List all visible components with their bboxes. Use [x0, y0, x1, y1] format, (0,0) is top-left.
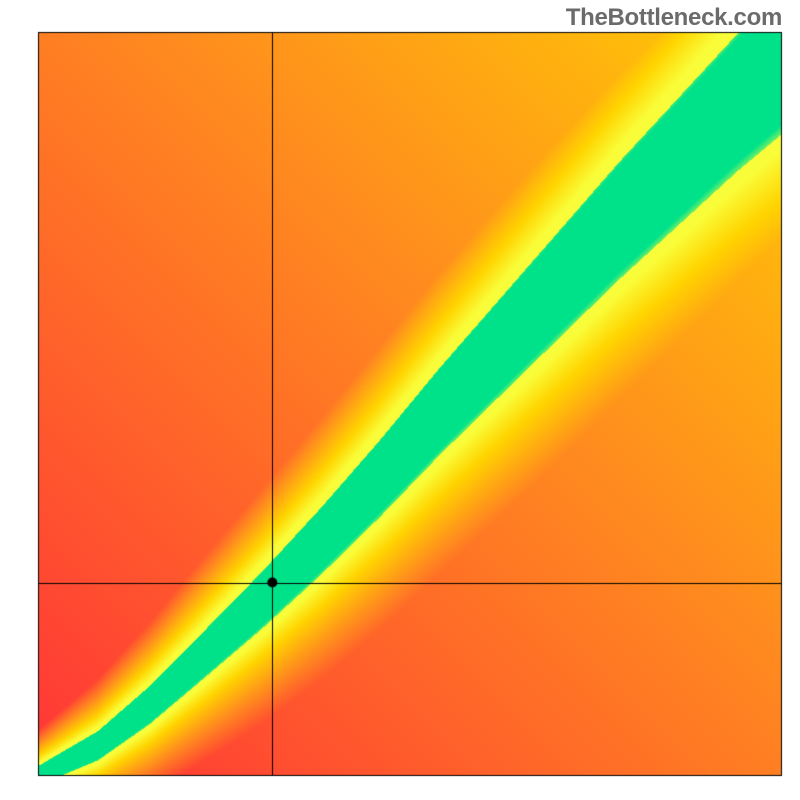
bottleneck-heatmap: [0, 0, 800, 800]
watermark-text: TheBottleneck.com: [566, 4, 782, 32]
chart-container: TheBottleneck.com: [0, 0, 800, 800]
